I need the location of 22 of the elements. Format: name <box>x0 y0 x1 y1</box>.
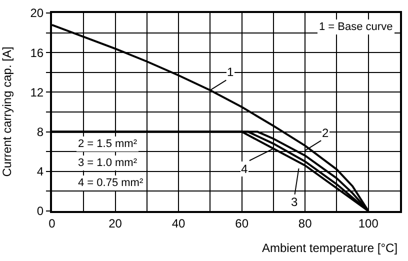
annotation: 2 = 1.5 mm² <box>78 138 138 150</box>
y-tick-label: 16 <box>30 46 44 60</box>
x-tick-label: 40 <box>172 216 186 230</box>
annotation: 3 <box>291 195 298 209</box>
y-tick-label: 20 <box>30 6 44 20</box>
x-tick-label: 100 <box>358 216 379 230</box>
y-tick-label: 4 <box>36 164 44 179</box>
x-axis-title: Ambient temperature [°C] <box>262 241 398 255</box>
y-tick-label: 0 <box>36 204 44 218</box>
y-axis-title: Current carrying cap. [A] <box>0 46 14 177</box>
annotation: 4 = 0.75 mm² <box>78 177 144 189</box>
annotation: 2 <box>322 126 329 140</box>
y-tick-label: 8 <box>36 125 44 139</box>
annotation: 3 = 1.0 mm² <box>78 157 138 169</box>
x-tick-label: 60 <box>235 216 249 230</box>
x-tick-label: 0 <box>48 216 56 230</box>
y-tick-label: 12 <box>30 85 44 100</box>
annotation: 4 <box>241 162 248 176</box>
annotation: 1 = Base curve <box>319 21 393 33</box>
x-tick-label: 80 <box>298 216 312 230</box>
x-tick-label: 20 <box>108 216 122 230</box>
annotation: 1 <box>227 65 234 79</box>
